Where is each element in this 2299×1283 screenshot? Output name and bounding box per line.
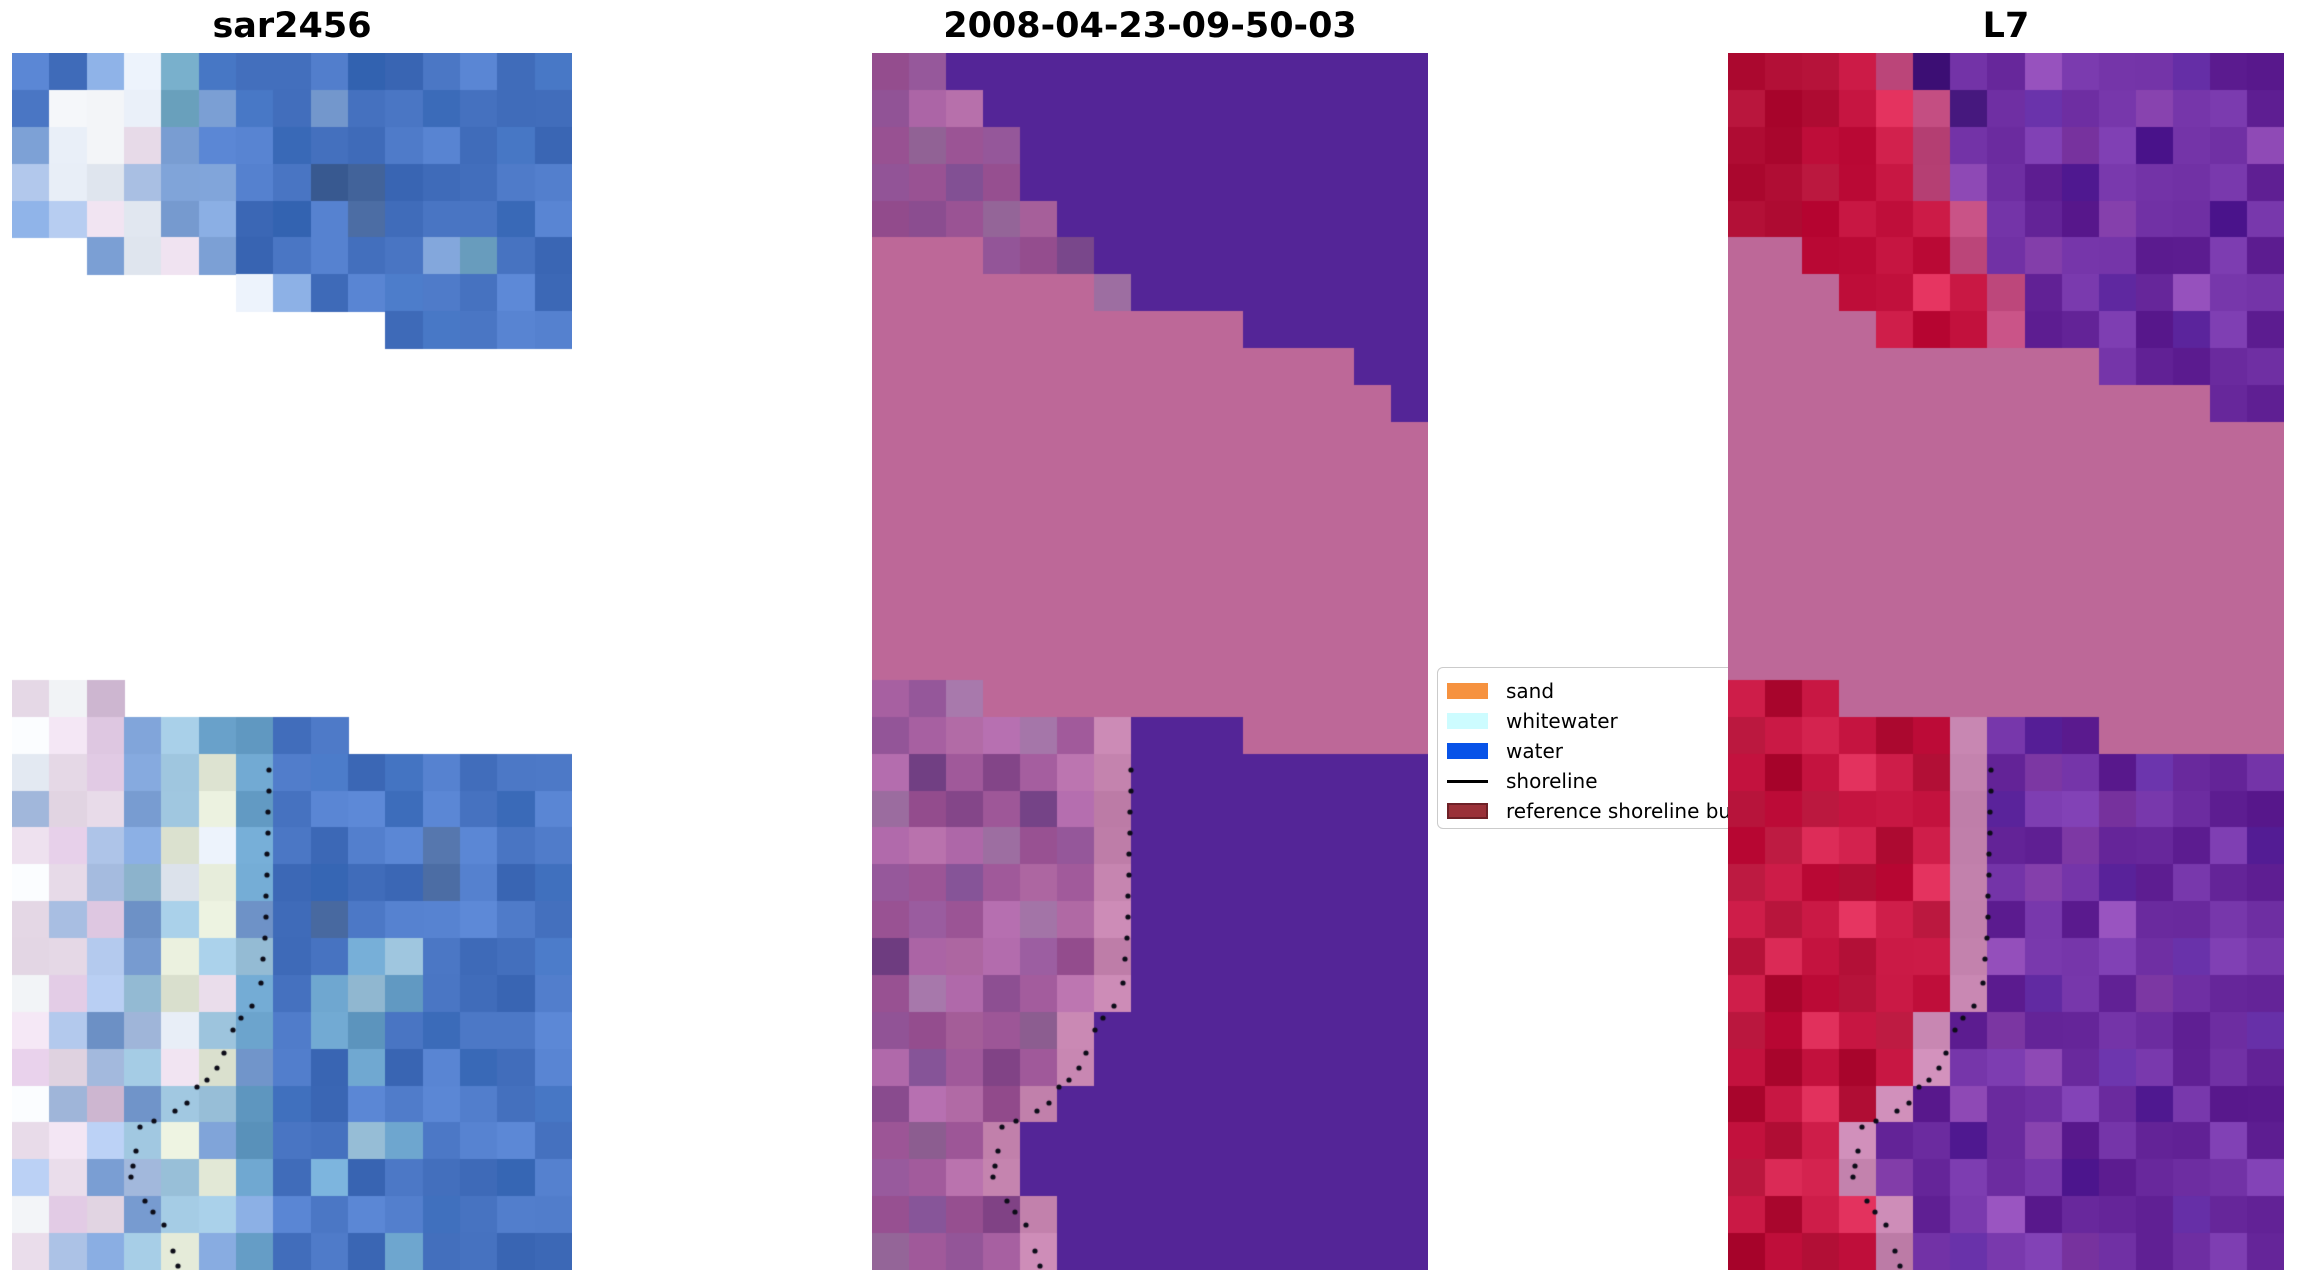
legend-label: water	[1506, 739, 1563, 763]
legend-label: reference shoreline buffer	[1506, 799, 1766, 823]
legend-label: shoreline	[1506, 769, 1598, 793]
shoreline-line-icon	[1447, 779, 1488, 783]
legend-entry-whitewater: whitewater	[1447, 706, 1782, 736]
legend-label: sand	[1506, 679, 1555, 703]
panel-title-sar2456: sar2456	[212, 6, 372, 46]
panel-image-l7	[1728, 53, 2284, 1270]
panel-image-date	[872, 53, 1428, 1270]
panel-title-l7: L7	[1982, 6, 2030, 46]
reference-swatch-icon	[1447, 803, 1488, 819]
water-swatch-icon	[1447, 743, 1488, 759]
whitewater-swatch-icon	[1447, 713, 1488, 729]
legend-entry-reference: reference shoreline buffer	[1447, 796, 1782, 826]
legend-label: whitewater	[1506, 709, 1618, 733]
sand-swatch-icon	[1447, 683, 1488, 699]
legend-entry-shoreline: shoreline	[1447, 766, 1782, 796]
legend-entry-sand: sand	[1447, 676, 1782, 706]
legend: sand whitewater water shoreline reference sh…	[1437, 667, 1783, 829]
legend-entry-water: water	[1447, 736, 1782, 766]
panel-image-sar2456	[12, 53, 572, 1270]
panel-title-date: 2008-04-23-09-50-03	[943, 6, 1357, 46]
